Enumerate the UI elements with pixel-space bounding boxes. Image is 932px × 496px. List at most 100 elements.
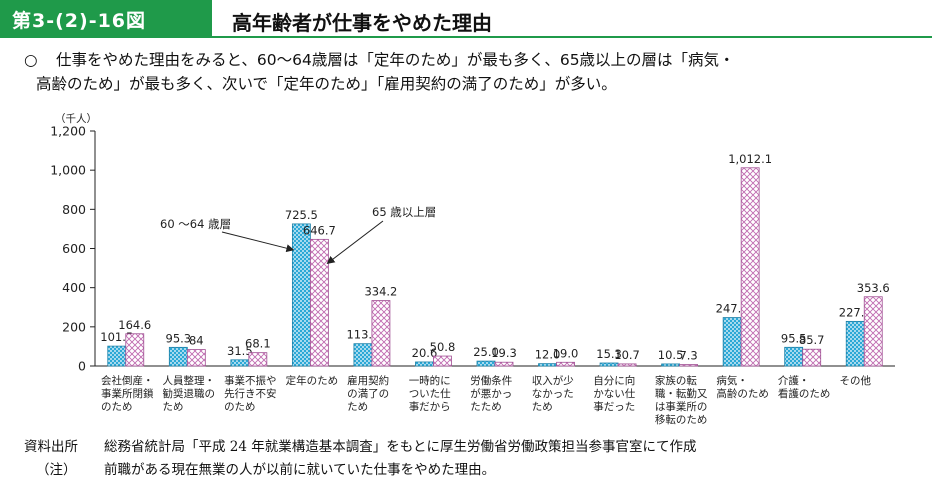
x-category-label: 事だった (593, 400, 635, 413)
summary-line-2: 高齢のため」が最も多く、次いで「定年のため」「雇用契約の満了のため」が多い。 (36, 75, 617, 93)
x-category-label: は事業所の (655, 400, 708, 413)
footer-notes: 資料出所 総務省統計局「平成 24 年就業構造基本調査」をもとに厚生労働省労働政策… (24, 436, 697, 482)
data-label: 113.9 (346, 328, 379, 342)
x-category-label: たため (470, 401, 502, 413)
data-label: 247.3 (716, 302, 749, 316)
x-category-label: 職・転勤又 (655, 387, 708, 400)
x-category-label: ため (163, 401, 184, 413)
x-category-label: 自分に向 (593, 374, 635, 387)
bar-age-60-64 (722, 317, 742, 367)
y-tick-label: 1,000 (50, 163, 86, 178)
data-label: 31.5 (227, 344, 253, 358)
bar-age-65-plus (802, 348, 822, 367)
bar-age-65-plus (186, 349, 206, 367)
y-tick-label: 800 (62, 202, 86, 217)
x-category-label: 人員整理・ (163, 374, 216, 387)
x-category-label: のため (101, 401, 133, 413)
annotation-arrow (221, 231, 295, 253)
bar-age-65-plus (679, 364, 699, 367)
bar-age-60-64 (107, 345, 127, 367)
x-category-label: 労働条件 (470, 374, 512, 387)
x-category-label: 事業所閉鎖 (101, 387, 154, 400)
source-line: 資料出所 総務省統計局「平成 24 年就業構造基本調査」をもとに厚生労働省労働政策… (24, 436, 697, 459)
annotation-arrow (326, 220, 384, 264)
x-category-label: 勧奨退職の (163, 387, 216, 400)
figure-number-box: 第3-(2)-16図 (0, 0, 212, 38)
bar-age-60-64 (168, 346, 188, 367)
x-category-label: が悪かっ (470, 387, 512, 400)
bar-age-65-plus (433, 355, 452, 367)
bar-age-65-plus (248, 352, 268, 367)
annotation-label: 65 歳以上層 (372, 205, 436, 219)
bar-age-65-plus (740, 167, 760, 367)
figure-header: 第3-(2)-16図 高年齢者が仕事をやめた理由 (0, 0, 932, 38)
data-label: 19.3 (491, 346, 517, 360)
data-label: 95.5 (781, 331, 807, 345)
data-label: 101.5 (100, 330, 133, 344)
source-label: 資料出所 (24, 439, 78, 455)
x-category-label: ついた仕 (409, 387, 451, 400)
note-label: （注） (36, 462, 77, 478)
summary-text: ○ 仕事をやめた理由をみると、60～64歳層は「定年のため」が最も多く、65歳以… (24, 48, 914, 96)
bar-age-60-64 (415, 361, 434, 367)
note-line: （注） 前職がある現在無業の人が以前に就いていた仕事をやめた理由。 (24, 459, 697, 482)
bar-age-60-64 (538, 363, 557, 367)
bar-age-65-plus (863, 296, 883, 367)
x-category-label: 一時的に (409, 374, 451, 387)
bar-age-65-plus (617, 363, 637, 367)
data-label: 25.0 (473, 345, 499, 359)
x-category-label: 事業不振や (224, 374, 276, 387)
x-category-label: かない仕 (593, 387, 635, 400)
header-underline (212, 36, 932, 38)
data-label: 646.7 (303, 223, 336, 237)
x-category-label: 介護・ (778, 374, 810, 387)
x-category-label: のため (224, 401, 256, 413)
x-category-label: 病気・ (716, 374, 748, 387)
y-tick-label: 0 (78, 359, 86, 374)
data-label: 68.1 (245, 337, 271, 351)
x-category-label: ため (347, 401, 368, 413)
x-category-label: なかった (532, 388, 574, 400)
y-unit-label: （千人） (55, 113, 97, 125)
x-category-label: 収入が少 (532, 374, 574, 387)
data-label: 334.2 (364, 285, 397, 299)
x-category-label: その他 (839, 374, 871, 387)
y-tick-label: 200 (62, 319, 86, 334)
data-label: 227.9 (839, 305, 872, 319)
summary-line-1: 仕事をやめた理由をみると、60～64歳層は「定年のため」が最も多く、65歳以上の… (56, 51, 735, 69)
bar-age-65-plus (494, 361, 514, 367)
summary-bullet: ○ (24, 51, 38, 69)
bar-age-60-64 (353, 343, 373, 367)
data-label: 15.3 (596, 347, 622, 361)
bar-age-60-64 (230, 359, 250, 367)
figure-number: 第3-(2)-16図 (12, 10, 147, 32)
note-text: 前職がある現在無業の人が以前に就いていた仕事をやめた理由。 (104, 462, 496, 478)
source-text: 総務省統計局「平成 24 年就業構造基本調査」をもとに厚生労働省労働政策担当参事… (104, 439, 697, 455)
data-label: 19.0 (553, 346, 579, 360)
x-category-label: 家族の転 (655, 374, 697, 387)
y-tick-label: 600 (62, 241, 86, 256)
x-category-label: の満了の (347, 388, 389, 400)
annotation-label: 60 ～64 歳層 (160, 217, 231, 231)
x-category-label: 事だから (409, 400, 451, 413)
y-tick-label: 1,200 (50, 124, 86, 139)
bar-age-60-64 (784, 346, 804, 367)
bar-age-65-plus (125, 333, 145, 367)
data-label: 20.6 (412, 346, 438, 360)
bar-age-65-plus (556, 361, 575, 367)
y-tick-label: 400 (62, 280, 86, 295)
data-label: 10.7 (614, 348, 640, 362)
x-category-label: ため (532, 401, 553, 413)
x-category-label: 移転のため (655, 413, 708, 426)
data-label: 725.5 (285, 208, 318, 222)
figure-title: 高年齢者が仕事をやめた理由 (232, 11, 492, 35)
data-label: 84 (189, 334, 204, 348)
data-label: 50.8 (430, 340, 456, 354)
data-label: 353.6 (857, 281, 890, 295)
x-category-label: 先行き不安 (224, 387, 276, 400)
bar-age-60-64 (661, 363, 681, 367)
bar-age-65-plus (309, 238, 329, 367)
data-label: 10.5 (658, 348, 684, 362)
x-category-label: 雇用契約 (347, 374, 389, 387)
